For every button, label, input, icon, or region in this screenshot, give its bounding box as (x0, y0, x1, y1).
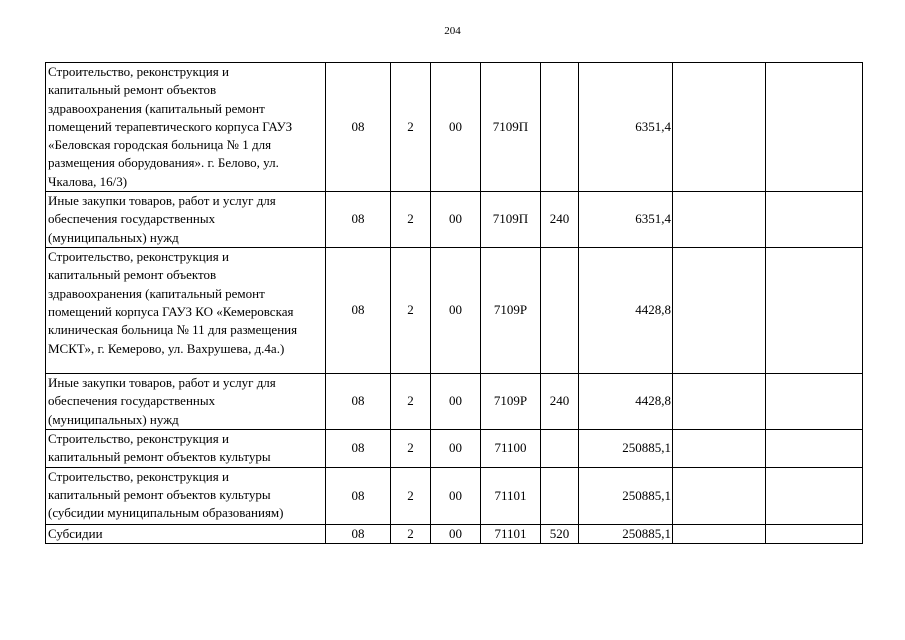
table-row: Строительство, реконструкция и капитальн… (45, 429, 863, 468)
expense-type-cell (540, 61, 579, 193)
amount-cell: 4428,8 (578, 247, 673, 375)
expense-type-cell: 240 (540, 373, 579, 431)
subsection-code-cell: 2 (390, 191, 431, 249)
row-name-cell: Субсидии (45, 523, 326, 544)
target-article-cell: 7109П (480, 191, 541, 249)
target-article-cell: 71100 (480, 429, 541, 468)
row-name-cell: Строительство, реконструкция и капитальн… (45, 247, 326, 375)
subsection-code-cell: 2 (390, 429, 431, 468)
section-code-cell: 08 (325, 61, 391, 193)
program-code-cell: 00 (430, 466, 481, 525)
expense-type-cell (540, 429, 579, 468)
section-code-cell: 08 (325, 191, 391, 249)
table-row: Иные закупки товаров, работ и услуг для … (45, 191, 863, 249)
expense-type-cell (540, 247, 579, 375)
amount-cell: 250885,1 (578, 466, 673, 525)
row-name-cell: Строительство, реконструкция и капитальн… (45, 61, 326, 193)
amount-cell: 4428,8 (578, 373, 673, 431)
column-9-cell (765, 429, 863, 468)
row-name-cell: Иные закупки товаров, работ и услуг для … (45, 373, 326, 431)
column-8-cell (672, 61, 766, 193)
table-row: Субсидии 08 2 00 71101 520 250885,1 (45, 523, 863, 544)
expense-type-cell: 240 (540, 191, 579, 249)
program-code-cell: 00 (430, 373, 481, 431)
amount-cell: 6351,4 (578, 191, 673, 249)
target-article-cell: 7109П (480, 61, 541, 193)
subsection-code-cell: 2 (390, 61, 431, 193)
column-8-cell (672, 247, 766, 375)
table-row: Строительство, реконструкция и капитальн… (45, 61, 863, 193)
column-9-cell (765, 191, 863, 249)
amount-cell: 250885,1 (578, 429, 673, 468)
program-code-cell: 00 (430, 523, 481, 544)
program-code-cell: 00 (430, 247, 481, 375)
column-9-cell (765, 523, 863, 544)
budget-table: Строительство, реконструкция и капитальн… (45, 61, 863, 544)
column-8-cell (672, 523, 766, 544)
table-row: Строительство, реконструкция и капитальн… (45, 247, 863, 375)
subsection-code-cell: 2 (390, 466, 431, 525)
column-8-cell (672, 429, 766, 468)
column-8-cell (672, 373, 766, 431)
column-9-cell (765, 466, 863, 525)
amount-cell: 6351,4 (578, 61, 673, 193)
row-name-cell: Строительство, реконструкция и капитальн… (45, 429, 326, 468)
column-8-cell (672, 466, 766, 525)
subsection-code-cell: 2 (390, 247, 431, 375)
section-code-cell: 08 (325, 373, 391, 431)
program-code-cell: 00 (430, 429, 481, 468)
table-row: Строительство, реконструкция и капитальн… (45, 466, 863, 525)
column-9-cell (765, 373, 863, 431)
subsection-code-cell: 2 (390, 523, 431, 544)
target-article-cell: 71101 (480, 523, 541, 544)
column-9-cell (765, 247, 863, 375)
page-number: 204 (444, 25, 461, 37)
column-9-cell (765, 61, 863, 193)
expense-type-cell: 520 (540, 523, 579, 544)
row-name-cell: Строительство, реконструкция и капитальн… (45, 466, 326, 525)
table-row: Иные закупки товаров, работ и услуг для … (45, 373, 863, 431)
amount-cell: 250885,1 (578, 523, 673, 544)
target-article-cell: 7109Р (480, 373, 541, 431)
column-8-cell (672, 191, 766, 249)
section-code-cell: 08 (325, 247, 391, 375)
program-code-cell: 00 (430, 191, 481, 249)
subsection-code-cell: 2 (390, 373, 431, 431)
expense-type-cell (540, 466, 579, 525)
target-article-cell: 7109Р (480, 247, 541, 375)
target-article-cell: 71101 (480, 466, 541, 525)
row-name-cell: Иные закупки товаров, работ и услуг для … (45, 191, 326, 249)
section-code-cell: 08 (325, 466, 391, 525)
section-code-cell: 08 (325, 523, 391, 544)
section-code-cell: 08 (325, 429, 391, 468)
program-code-cell: 00 (430, 61, 481, 193)
